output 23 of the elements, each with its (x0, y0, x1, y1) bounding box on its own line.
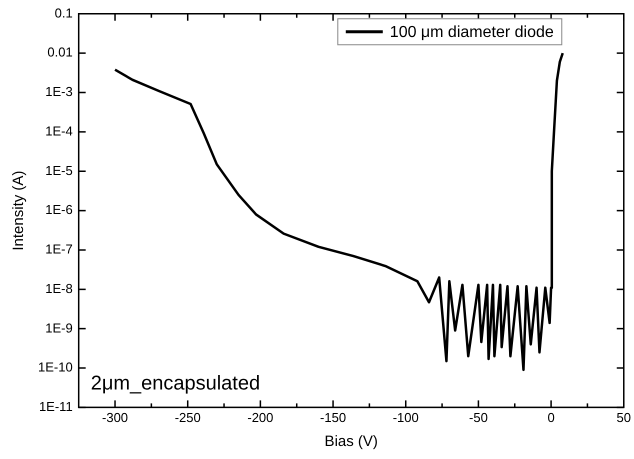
y-tick-label: 1E-9 (45, 320, 73, 336)
y-tick-label: 0.01 (47, 44, 73, 60)
y-tick-label: 1E-6 (45, 202, 73, 218)
y-tick-label: 1E-7 (45, 242, 73, 257)
y-tick-label: 1E-3 (45, 84, 73, 100)
y-tick-label: 0.1 (54, 5, 73, 20)
x-tick-label: 0 (547, 410, 555, 425)
annotation: 2μm_encapsulated (90, 372, 260, 394)
x-tick-label: -250 (174, 410, 201, 425)
x-tick-label: -50 (469, 410, 488, 425)
y-tick-label: 1E-4 (45, 123, 73, 138)
y-tick-label: 1E-10 (38, 360, 73, 375)
x-tick-label: -100 (392, 410, 419, 425)
y-tick-label: 1E-11 (38, 398, 73, 414)
x-axis-title: Bias (V) (324, 433, 378, 450)
y-tick-label: 1E-5 (45, 162, 73, 178)
legend-label: 100 μm diameter diode (390, 24, 554, 42)
y-axis-title: Intensity (A) (10, 170, 28, 251)
x-tick-label: -200 (247, 410, 274, 425)
x-tick-label: 50 (616, 410, 632, 425)
y-tick-label: 1E-8 (45, 280, 73, 296)
x-tick-label: -300 (102, 410, 128, 425)
x-tick-label: -150 (320, 410, 346, 425)
